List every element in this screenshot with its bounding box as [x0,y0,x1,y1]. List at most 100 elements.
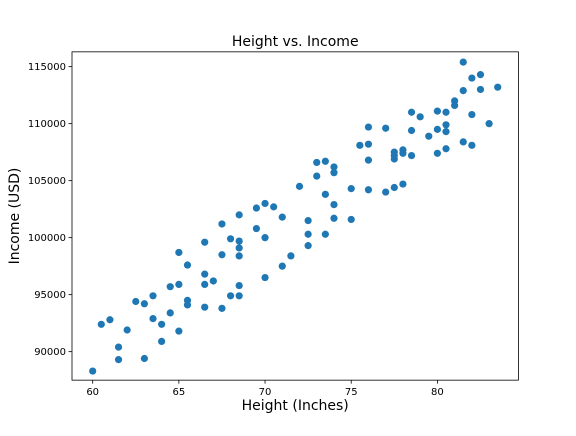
data-point [175,327,183,335]
data-point [252,204,261,212]
data-point [313,172,321,180]
data-point [123,326,131,334]
data-point [485,120,493,128]
data-point [347,215,355,224]
data-point [201,238,209,246]
x-tick-label: 70 [259,387,272,398]
data-point [209,277,217,285]
data-point [218,304,226,312]
y-tick-label: 100000 [28,233,66,244]
data-point [295,182,304,190]
points-layer [89,58,502,375]
x-axis-label: Height (Inches) [242,398,349,414]
data-point [201,303,209,311]
data-point [183,261,192,269]
data-point [287,252,295,260]
data-point [416,113,424,121]
data-point [468,110,476,119]
data-point [468,141,476,149]
x-tick-label: 80 [431,387,444,398]
data-point [158,337,166,345]
data-point [270,203,278,211]
data-point [407,126,416,135]
data-point [330,169,338,177]
data-point [433,149,441,157]
data-point [442,145,450,153]
y-tick-label: 90000 [34,347,66,358]
data-point [494,83,502,91]
data-point [433,125,441,133]
data-point [364,156,373,164]
x-tick-label: 75 [345,387,358,398]
data-point [476,85,485,94]
data-point [149,315,157,323]
data-point [218,220,226,228]
data-point [459,58,467,66]
data-point [235,292,243,300]
data-point [226,292,235,300]
x-tick-label: 60 [86,387,99,398]
data-point [330,163,338,171]
data-point [321,190,329,198]
data-point [304,242,312,250]
data-point [97,320,105,328]
data-point [261,199,269,208]
data-point [201,280,209,288]
data-point [356,141,364,149]
data-point [313,158,321,167]
data-point [261,273,269,282]
y-tick-label: 115000 [28,62,66,73]
data-point [235,244,243,252]
y-tick-label: 95000 [34,290,66,301]
data-point [459,87,467,95]
data-point [321,230,329,238]
data-point [149,292,157,300]
data-point [364,140,373,148]
data-point [330,201,338,209]
data-point [140,354,148,363]
data-point [278,213,286,221]
data-point [166,283,174,291]
data-point [459,138,467,146]
data-point [235,281,243,290]
data-point [175,280,183,288]
data-point [304,230,312,238]
plot-frame [71,51,519,381]
data-point [382,124,390,132]
data-point [451,101,459,110]
data-point [442,108,450,116]
x-axis-ticks: 60 65 70 75 80 [86,380,444,398]
y-axis-ticks: 90000 95000 100000 105000 110000 115000 [28,62,72,358]
data-point [390,183,398,192]
data-point [261,234,269,242]
data-point [252,224,261,233]
y-axis-label: Income (USD) [7,168,23,265]
data-point [235,252,243,260]
data-point [425,132,433,140]
data-point [382,188,390,196]
data-point [89,367,97,375]
data-point [201,270,209,278]
data-point [158,320,166,328]
data-point [442,128,450,136]
data-point [235,237,243,245]
y-tick-label: 110000 [28,119,66,130]
x-tick-label: 65 [172,387,185,398]
y-tick-label: 105000 [28,176,66,187]
data-point [330,214,338,222]
data-point [399,149,407,157]
data-point [114,343,123,351]
data-point [433,107,441,115]
data-point [468,74,476,82]
data-point [407,151,416,160]
data-point [278,262,286,270]
data-point [218,251,226,259]
data-point [347,185,355,193]
data-point [390,155,398,163]
data-point [321,157,329,165]
data-point [166,309,174,317]
data-point [226,235,235,243]
data-point [235,211,243,219]
